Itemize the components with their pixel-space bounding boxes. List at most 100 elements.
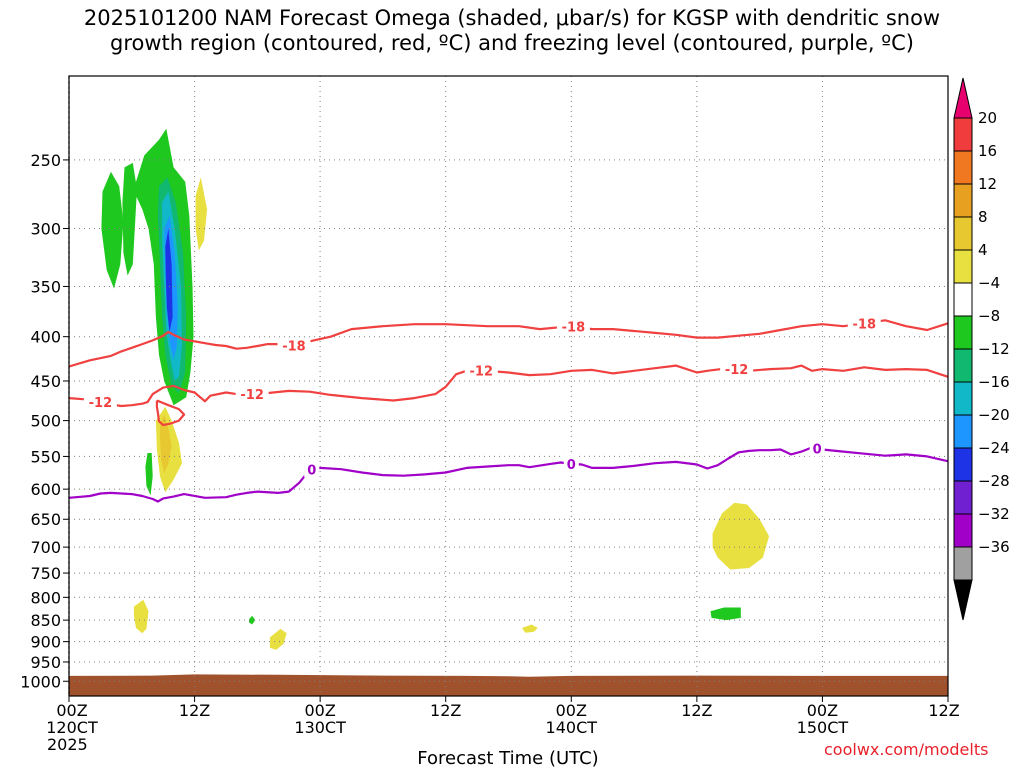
colorbar-label-6: −8 (978, 307, 1000, 325)
colorbar-box-6 (953, 315, 973, 350)
omega-shade-1 (101, 171, 124, 289)
contour-dendritic_minus18 (69, 319, 948, 368)
plot-frame (68, 75, 949, 697)
colorbar-box-12 (953, 513, 973, 548)
colorbar-label-9: −20 (978, 406, 1010, 424)
contour-dendritic_minus12 (69, 364, 948, 408)
x-tick-label-7-0: 12Z (928, 701, 959, 720)
colorbar-box-11 (953, 480, 973, 515)
x-tick-label-0-1: 120CT (46, 718, 98, 737)
colorbar-label-12: −32 (978, 505, 1010, 523)
colorbar-label-10: −24 (978, 439, 1010, 457)
colorbar-label-7: −12 (978, 340, 1010, 358)
y-tick-label-3: 400 (30, 328, 61, 347)
contour-label-layer: -18 -18 -18 -12 -12 -12 -12 0 0 0 (83, 315, 881, 478)
x-tick-label-1-0: 12Z (179, 701, 210, 720)
omega-shade-10 (195, 177, 208, 251)
colorbar-label-3: 8 (978, 208, 988, 226)
colorbar-box-3 (953, 216, 973, 251)
x-tick-label-6-0: 00Z (807, 701, 838, 720)
contour-label-dendritic_minus18-0: -18 (282, 339, 306, 354)
grid-layer (68, 76, 949, 696)
omega-shade-15 (522, 624, 538, 633)
colorbar-box-7 (953, 348, 973, 383)
contour-label-bg-dendritic_minus12-0 (83, 394, 117, 411)
contour-label-bg-freezing_level-1 (563, 455, 579, 472)
contour-label-freezing_level-1: 0 (567, 458, 576, 473)
omega-shade-13 (133, 599, 149, 634)
x-tick-label-4-0: 00Z (556, 701, 587, 720)
x-tick-label-6-1: 150CT (797, 718, 849, 737)
colorbar: 20 16 12 8 4 −4 −8 −12 −16 −20 −24 −28 −32 −36 (953, 77, 1010, 621)
contour-label-dendritic_minus18-2: -18 (853, 317, 877, 332)
colorbar-box-2 (953, 183, 973, 218)
contour-label-bg-dendritic_minus18-1 (556, 318, 590, 335)
contour-label-bg-dendritic_minus18-2 (847, 315, 881, 332)
contour-label-bg-dendritic_minus12-3 (720, 361, 754, 378)
x-tick-label-5-0: 12Z (681, 701, 712, 720)
colorbar-label-4: 4 (978, 241, 988, 259)
y-axis: 250 300 350 400 450 500 550 600 650 700 750 800 850 9… (20, 151, 69, 691)
omega-shade-14 (269, 628, 287, 650)
contour-label-dendritic_minus12-3: -12 (725, 363, 749, 378)
colorbar-label-2: 12 (978, 175, 997, 193)
omega-shade-12 (160, 414, 172, 474)
y-tick-label-15: 1000 (20, 672, 61, 691)
colorbar-label-11: −28 (978, 472, 1010, 490)
plot-border (68, 75, 949, 697)
colorbar-box-1 (953, 150, 973, 185)
y-tick-label-5: 500 (30, 412, 61, 431)
y-tick-label-0: 250 (30, 151, 61, 170)
y-tick-label-7: 600 (30, 480, 61, 499)
colorbar-box-4 (953, 249, 973, 284)
colorbar-box-9 (953, 414, 973, 449)
y-tick-label-13: 900 (30, 633, 61, 652)
x-tick-label-0-2: 2025 (47, 735, 88, 754)
contour-label-freezing_level-2: 0 (813, 442, 822, 457)
colorbar-box-10 (953, 447, 973, 482)
colorbar-label-1: 16 (978, 142, 997, 160)
contour-label-freezing_level-0: 0 (307, 463, 316, 478)
contour-label-dendritic_minus12-2: -12 (470, 364, 494, 379)
colorbar-box-0 (953, 117, 973, 152)
contour-label-bg-dendritic_minus12-1 (235, 386, 269, 403)
surface-terrain (69, 674, 948, 696)
contour-label-bg-dendritic_minus12-2 (464, 362, 498, 379)
y-tick-label-8: 650 (30, 510, 61, 529)
surface-layer (69, 674, 948, 696)
x-tick-label-2-0: 00Z (304, 701, 335, 720)
y-tick-label-1: 300 (30, 219, 61, 238)
omega-shade-4 (249, 615, 256, 625)
contour-freezing_level (69, 446, 948, 503)
contour-label-bg-freezing_level-2 (809, 440, 825, 457)
contour-layer (69, 319, 948, 503)
y-tick-label-2: 350 (30, 277, 61, 296)
x-tick-label-4-1: 140CT (546, 718, 598, 737)
contour-label-bg-freezing_level-0 (304, 461, 320, 478)
chart-title: 2025101200 NAM Forecast Omega (shaded, μ… (0, 6, 1024, 56)
colorbar-box-5 (953, 282, 973, 317)
y-tick-label-10: 750 (30, 564, 61, 583)
colorbar-label-13: −36 (978, 538, 1010, 556)
colorbar-bottom-arrow (953, 579, 973, 621)
colorbar-label-8: −16 (978, 373, 1010, 391)
contour-dendritic_loop (155, 399, 186, 427)
omega-shading-layer (101, 128, 770, 650)
contour-label-bg-dendritic_minus18-0 (277, 337, 311, 354)
x-tick-label-2-1: 130CT (294, 718, 346, 737)
omega-shade-9 (165, 228, 173, 332)
contour-label-dendritic_minus18-1: -18 (562, 320, 586, 335)
y-tick-label-12: 850 (30, 611, 61, 630)
omega-shade-2 (122, 162, 137, 276)
omega-shade-16 (712, 502, 770, 570)
contour-label-dendritic_minus12-1: -12 (240, 388, 264, 403)
y-tick-label-4: 450 (30, 372, 61, 391)
colorbar-top-arrow (953, 77, 973, 119)
colorbar-label-0: 20 (978, 109, 997, 127)
x-tick-label-3-0: 12Z (430, 701, 461, 720)
title-line-1: 2025101200 NAM Forecast Omega (shaded, μ… (83, 6, 941, 30)
x-tick-label-0-0: 00Z (56, 701, 87, 720)
colorbar-label-5: −4 (978, 274, 1000, 292)
colorbar-box-13 (953, 546, 973, 581)
